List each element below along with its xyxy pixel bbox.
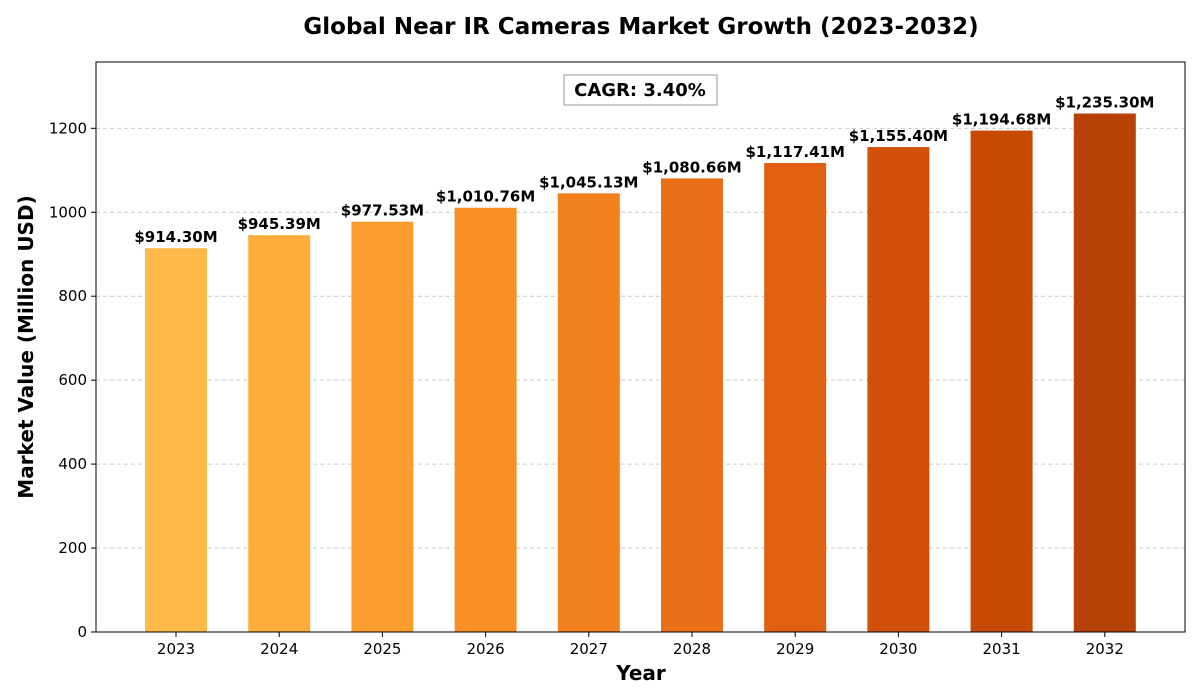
y-tick-label: 800 <box>58 287 87 305</box>
cagr-annotation: CAGR: 3.40% <box>563 74 718 106</box>
x-tick-label-2026: 2026 <box>467 640 505 658</box>
x-tick-label-2027: 2027 <box>570 640 608 658</box>
x-axis-label: Year <box>615 661 666 685</box>
bar-2030 <box>867 147 930 633</box>
x-tick-label-2032: 2032 <box>1086 640 1124 658</box>
x-tick-label-2023: 2023 <box>157 640 195 658</box>
y-axis: 0 200 400 600 800 1000 1200 <box>49 119 96 641</box>
y-axis-label: Market Value (Million USD) <box>14 195 38 498</box>
data-label-2025: $977.53M <box>341 202 424 220</box>
y-tick-label: 1000 <box>49 203 87 221</box>
bar-2029 <box>764 162 827 633</box>
plot-frame <box>95 61 1186 633</box>
bar-2027 <box>557 193 620 633</box>
data-label-2027: $1,045.13M <box>539 173 638 191</box>
x-axis: 2023 2024 2025 2026 2027 2028 2029 2030 2031 2032 <box>157 632 1124 658</box>
bar-2028 <box>661 178 723 632</box>
y-tick-label: 0 <box>77 623 87 641</box>
bars <box>145 113 1136 633</box>
data-label-2026: $1,010.76M <box>436 188 535 206</box>
data-label-2029: $1,117.41M <box>746 143 845 161</box>
x-tick-label-2024: 2024 <box>260 640 298 658</box>
bar-2025 <box>351 221 414 632</box>
x-tick-label-2031: 2031 <box>983 640 1021 658</box>
bar-2032 <box>1073 113 1136 633</box>
y-tick-label: 600 <box>58 371 87 389</box>
bar-2024 <box>248 235 311 632</box>
data-labels: $914.30M $945.39M $977.53M $1,010.76M$1,045… <box>134 94 1154 247</box>
y-tick-label: 400 <box>58 455 87 473</box>
x-tick-label-2025: 2025 <box>363 640 401 658</box>
chart-title: Global Near IR Cameras Market Growth (20… <box>303 14 978 40</box>
bar-2026 <box>454 207 517 632</box>
cagr-label: CAGR: 3.40% <box>574 80 706 101</box>
x-tick-label-2030: 2030 <box>879 640 917 658</box>
y-tick-label: 200 <box>58 539 87 557</box>
data-label-2024: $945.39M <box>238 215 321 233</box>
data-label-2028: $1,080.66M <box>642 158 741 176</box>
data-label-2030: $1,155.40M <box>849 127 948 145</box>
bar-2023 <box>145 248 207 632</box>
data-label-2031: $1,194.68M <box>952 111 1051 129</box>
data-label-2023: $914.30M <box>134 228 217 246</box>
x-tick-label-2029: 2029 <box>776 640 814 658</box>
bar-2031 <box>970 130 1033 633</box>
y-tick-label: 1200 <box>49 119 87 137</box>
cagr-box <box>563 74 718 106</box>
x-tick-label-2028: 2028 <box>673 640 711 658</box>
data-label-2032: $1,235.30M <box>1055 94 1154 112</box>
